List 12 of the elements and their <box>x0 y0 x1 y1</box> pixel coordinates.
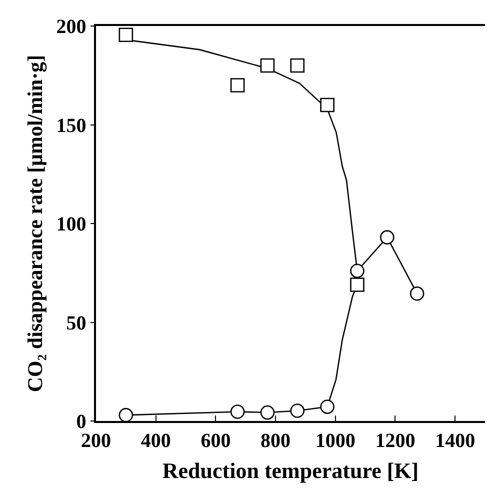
y-tick-label: 50 <box>66 312 86 334</box>
x-axis-title: Reduction temperature [K] <box>162 458 419 484</box>
x-tick-label: 800 <box>260 430 291 452</box>
x-tick-label: 400 <box>140 430 171 452</box>
y-axis-title: CO₂ disappearance rate [μmol/min·g] <box>22 54 47 392</box>
x-tick-label: 1200 <box>375 430 416 452</box>
y-tick-label: 100 <box>56 214 86 236</box>
x-tick-label: 600 <box>200 430 231 452</box>
y-tick-label: 150 <box>56 114 86 137</box>
x-tick-label: 1400 <box>435 430 476 452</box>
x-tick-label: 1000 <box>315 430 356 452</box>
y-tick-label: 200 <box>56 16 86 38</box>
